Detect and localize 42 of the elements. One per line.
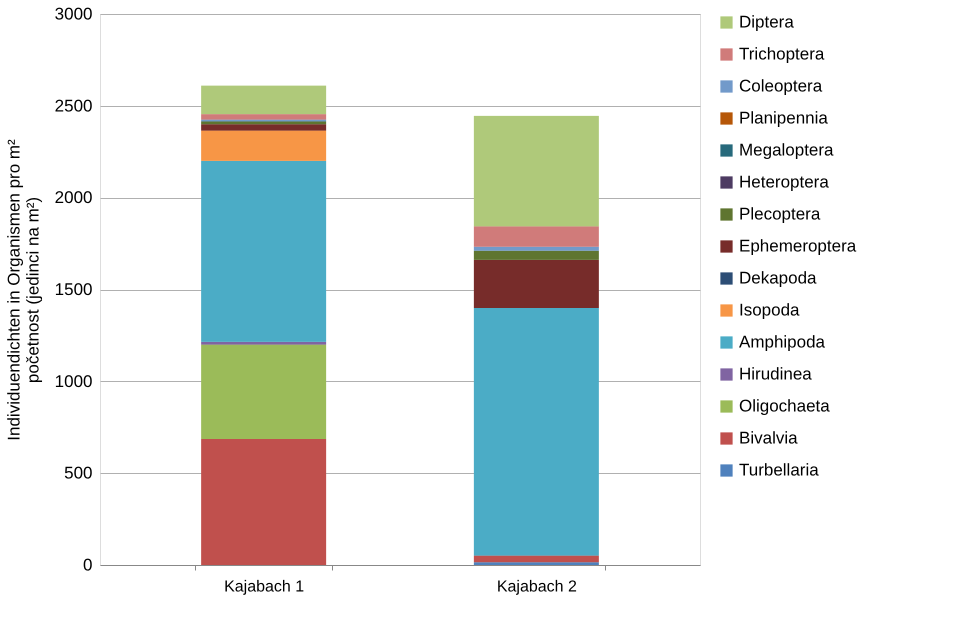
bar (474, 260, 599, 308)
y-tick-label: 500 (64, 464, 92, 483)
legend-label: Coleoptera (739, 76, 823, 96)
legend-label: Ephemeroptera (739, 236, 857, 256)
legend-label: Isopoda (739, 300, 800, 320)
bar (474, 116, 599, 226)
legend-label: Dekapoda (739, 268, 818, 288)
y-tick-label: 1500 (54, 280, 92, 299)
x-tick-label: Kajabach 1 (224, 578, 304, 596)
bar (201, 130, 326, 161)
bar (201, 439, 326, 565)
bar (201, 342, 326, 345)
legend-label: Plecoptera (739, 204, 821, 224)
legend-label: Heteroptera (739, 172, 830, 192)
bar (474, 246, 599, 251)
bar (201, 124, 326, 131)
y-tick-label: 2000 (54, 188, 92, 208)
bar (201, 160, 326, 342)
bar (201, 121, 326, 124)
legend-label: Hirudinea (739, 364, 812, 384)
bar (474, 250, 599, 260)
y-tick-label: 1000 (54, 372, 92, 391)
legend-label: Bivalvia (739, 428, 798, 448)
legend-label: Planipennia (739, 108, 828, 128)
y-tick-label: 2500 (54, 96, 92, 116)
bar (474, 562, 599, 565)
y-tick-label: 3000 (54, 4, 92, 24)
legend-label: Amphipoda (739, 332, 826, 352)
legend-label: Megaloptera (739, 140, 834, 160)
bar (474, 556, 599, 562)
y-axis-title: Individuendichten in Organismen pro m² početnost (jedinci na m²) (4, 138, 43, 441)
y-tick-label: 0 (83, 556, 92, 574)
bar (201, 114, 326, 120)
bar (201, 86, 326, 114)
legend-label: Diptera (739, 12, 794, 32)
bar (201, 344, 326, 440)
bar (474, 226, 599, 247)
legend-label: Oligochaeta (739, 396, 830, 416)
legend-label: Turbellaria (739, 460, 820, 480)
legend-label: Trichoptera (739, 44, 825, 64)
x-tick-label: Kajabach 2 (496, 578, 577, 596)
bar (474, 308, 599, 556)
